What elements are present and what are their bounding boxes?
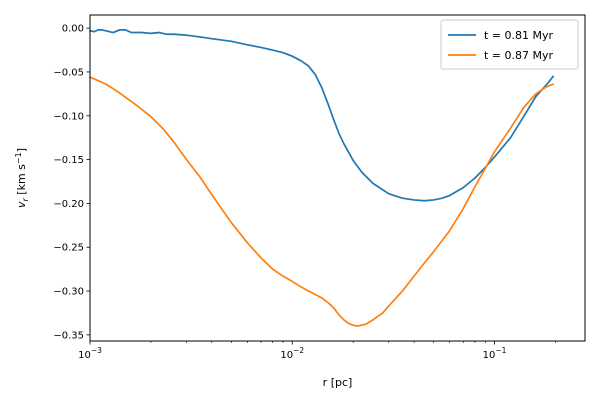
legend-box bbox=[440, 19, 579, 70]
x-tick-label: 10−2 bbox=[280, 346, 304, 361]
x-axis-ticks: 10−3 10−2 10−1 bbox=[78, 341, 556, 361]
axes-frame bbox=[89, 14, 586, 342]
y-tick-label: 0.00 bbox=[62, 24, 84, 35]
series-line-2 bbox=[89, 76, 555, 327]
y-axis-label: vr [km s−1] bbox=[14, 148, 30, 208]
y-tick-label: −0.05 bbox=[53, 67, 84, 78]
y-axis-ticks: 0.00 −0.05 −0.10 −0.15 −0.20 −0.25 −0.30 −0.35 bbox=[53, 24, 90, 341]
x-tick-label: 10−3 bbox=[78, 346, 102, 361]
legend-label-series-2: t = 0.87 Myr bbox=[484, 49, 554, 62]
x-tick-label: 10−1 bbox=[483, 346, 507, 361]
legend-label-series-1: t = 0.81 Myr bbox=[484, 29, 554, 42]
series-line-1 bbox=[89, 29, 555, 202]
y-tick-label: −0.15 bbox=[53, 155, 84, 166]
plot-area bbox=[89, 14, 586, 342]
y-tick-label: −0.10 bbox=[53, 111, 84, 122]
series-layer bbox=[89, 29, 555, 327]
y-tick-label: −0.35 bbox=[53, 330, 84, 341]
y-tick-label: −0.25 bbox=[53, 243, 84, 254]
y-tick-label: −0.20 bbox=[53, 199, 84, 210]
legend: t = 0.81 Myr t = 0.87 Myr bbox=[440, 19, 579, 70]
y-tick-label: −0.30 bbox=[53, 287, 84, 298]
x-axis-label: r [pc] bbox=[323, 376, 353, 389]
